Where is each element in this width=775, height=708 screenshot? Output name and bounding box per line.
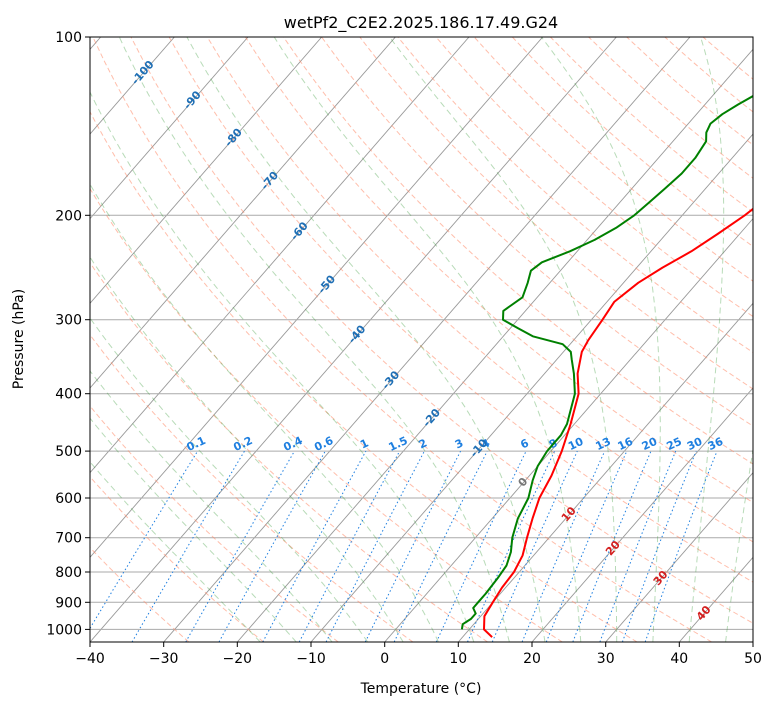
y-tick-label: 900 [55,595,82,611]
dewpoint-profile-line [460,94,753,630]
plot-background [90,37,753,642]
mixing-ratio-label: 10 [566,435,586,453]
dry-adiabat-line [130,37,753,624]
isotherm-line [90,37,396,389]
dry-adiabat-line [206,37,753,543]
x-axis-ticks: −40 −30 −20 −10 0 10 20 30 40 50 [75,642,762,667]
mixing-ratio-label: 36 [706,435,726,453]
moist-adiabat-line [186,37,546,642]
mixing-ratio-line [521,450,606,642]
moist-adiabat-line [118,37,510,642]
dry-adiabat-line [168,37,753,583]
x-axis-label: Temperature (°C) [360,681,482,697]
grid-layer [90,37,753,642]
y-tick-label: 500 [55,444,82,460]
x-tick-label: 10 [449,651,467,667]
y-tick-label: 200 [55,208,82,224]
isotherm-line [605,471,753,642]
dry-adiabat-line [92,37,712,642]
aux-lines-layer [90,37,753,642]
mixing-ratio-line [298,450,401,642]
isotherm-line [457,302,753,642]
mixing-ratio-label: 30 [685,435,705,453]
moist-adiabat-line [725,446,753,642]
moist-adiabat-line [90,317,369,642]
isotherm-line [531,387,753,642]
dry-adiabat-line [90,110,638,642]
dry-adiabat-line [435,37,753,318]
dry-adiabat-line [90,405,339,642]
mixing-ratio-line [644,450,718,642]
isotherm-line [90,37,323,304]
isotherm-line [90,37,544,558]
y-tick-label: 1000 [46,622,82,638]
y-tick-label: 700 [55,531,82,547]
dry-adiabat-line [244,37,753,504]
dry-adiabat-line [359,37,753,390]
plot-frame [89,36,754,643]
mixing-ratio-label: 16 [616,435,636,453]
moist-adiabat-line [541,37,661,642]
mixing-ratio-line [364,450,462,642]
isotherm-line [163,37,691,642]
y-tick-label: 100 [55,30,82,46]
x-tick-label: 50 [744,651,762,667]
dry-adiabat-line [90,261,488,642]
mixing-ratio-line [262,450,367,642]
isotherm-line [90,37,617,642]
isotherm-line [236,48,753,642]
x-tick-label: −20 [223,651,253,667]
mixing-ratio-line [90,450,199,630]
mixing-ratio-label: 20 [640,435,660,453]
mixing-ratio-label: 13 [594,435,613,453]
isotherm-line [384,217,753,642]
mixing-ratio-line [572,450,652,642]
mixing-ratio-line [621,450,697,642]
x-tick-label: 40 [670,651,688,667]
x-tick-label: −40 [75,651,105,667]
isotherm-line [90,37,249,220]
mixing-ratio-line [599,450,677,642]
x-tick-label: 20 [523,651,541,667]
x-tick-label: 0 [380,651,389,667]
dry-adiabat-line [90,475,264,642]
y-tick-label: 400 [55,387,82,403]
mixing-ratio-line [491,450,578,642]
x-tick-label: −10 [296,651,326,667]
moist-adiabat-line [688,37,725,642]
mixing-ratio-label: 25 [665,435,684,453]
y-axis-ticks: 1000 900 800 700 600 500 400 300 200 100 [46,30,90,638]
x-tick-label: −30 [149,651,179,667]
x-tick-label: 30 [597,651,615,667]
mixing-ratio-line [218,450,326,642]
moist-adiabat-line [90,461,261,642]
y-axis-label: Pressure (hPa) [11,289,27,389]
temperature-profile-line [483,207,753,638]
dry-adiabat-line [90,187,563,642]
moist-adiabat-line [90,417,297,642]
moist-adiabat-line [90,90,475,642]
moist-adiabat-line [273,37,582,642]
moist-adiabat-line [90,183,439,642]
y-tick-label: 600 [55,491,82,507]
isotherm-line [90,37,470,474]
isotherm-line [752,641,753,642]
dry-adiabat-line [321,37,753,427]
y-tick-label: 800 [55,565,82,581]
mixing-ratio-line [545,450,628,642]
series-layer [460,94,753,638]
y-tick-label: 300 [55,313,82,329]
chart-title: wetPf2_C2E2.2025.186.17.49.G24 [284,13,558,33]
moist-adiabat-line [90,370,333,642]
dry-adiabat-line [90,334,414,642]
